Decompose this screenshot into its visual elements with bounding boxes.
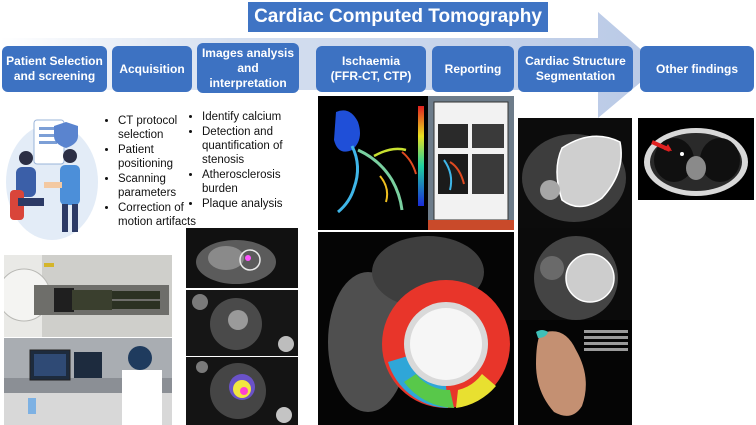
- stage-reporting: Reporting: [432, 46, 514, 92]
- stage-ischaemia: Ischaemia (FFR-CT, CTP): [316, 46, 426, 92]
- myocardial-perfusion-image: [318, 232, 514, 425]
- ct-workstation-photo: [4, 338, 172, 425]
- stenosis-ct-image: [186, 290, 298, 356]
- stage-patient-selection: Patient Selection and screening: [2, 46, 107, 92]
- list-item: Correction of motion artifacts: [118, 201, 202, 229]
- page-title: Cardiac Computed Tomography: [248, 2, 548, 32]
- stage-acquisition: Acquisition: [112, 46, 192, 92]
- segmentation-long-axis-image: [518, 118, 632, 228]
- plaque-analysis-image: [186, 357, 298, 425]
- ct-scanner-photo: [4, 255, 172, 337]
- stage-cardiac-segmentation: Cardiac Structure Segmentation: [518, 46, 633, 92]
- list-item: Plaque analysis: [202, 197, 314, 211]
- segmentation-3d-model-image: [518, 320, 632, 425]
- ffr-ct-coronary-image: [318, 96, 428, 230]
- list-item: Patient positioning: [118, 143, 202, 171]
- segmentation-short-axis-image: [518, 228, 632, 320]
- list-item: Atherosclerosis burden: [202, 168, 314, 196]
- acquisition-list: CT protocol selection Patient positionin…: [106, 114, 202, 230]
- analysis-list: Identify calcium Detection and quantific…: [190, 110, 314, 212]
- patient-consultation-illustration: [6, 119, 98, 240]
- list-item: Scanning parameters: [118, 172, 202, 200]
- reporting-monitor-image: [428, 96, 514, 230]
- stage-image-analysis: Images analysis and interpretation: [197, 43, 299, 93]
- chest-ct-other-findings-image: [638, 118, 754, 200]
- list-item: Detection and quantification of stenosis: [202, 125, 314, 167]
- calcium-ct-image: [186, 228, 298, 288]
- stage-other-findings: Other findings: [640, 46, 754, 92]
- list-item: CT protocol selection: [118, 114, 202, 142]
- list-item: Identify calcium: [202, 110, 314, 124]
